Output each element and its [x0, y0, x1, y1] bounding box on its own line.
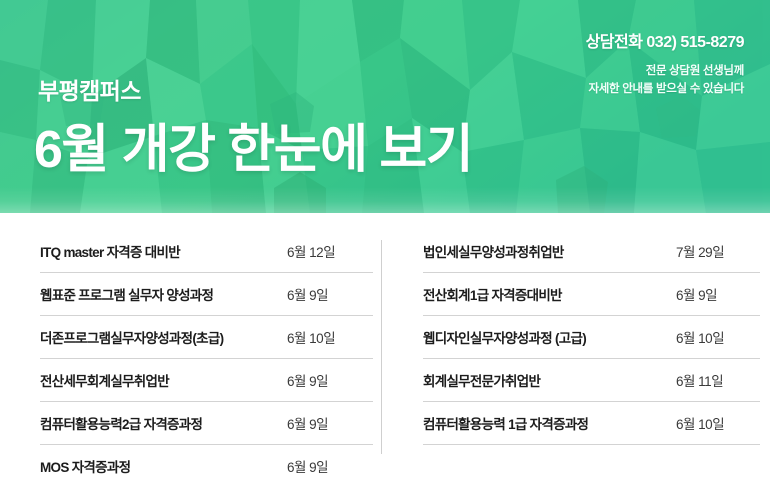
course-name: 회계실무전문가취업반 [423, 374, 541, 389]
polygon-background-pattern [0, 0, 770, 213]
course-start-date: 6월 10일 [676, 417, 725, 432]
course-name: 전산회계1급 자격증대비반 [423, 288, 562, 303]
table-row[interactable]: 더존프로그램실무자양성과정(초급) 6월 10일 [40, 316, 373, 359]
course-start-date: 6월 9일 [287, 460, 329, 475]
course-name: MOS 자격증과정 [40, 460, 131, 475]
contact-subtext: 전문 상담원 선생님께 자세한 안내를 받으실 수 있습니다 [586, 63, 745, 99]
course-name: 법인세실무양성과정취업반 [423, 245, 564, 260]
headline-month: 6월 [34, 121, 109, 179]
course-name: 컴퓨터활용능력2급 자격증과정 [40, 417, 203, 432]
table-row[interactable]: 전산회계1급 자격증대비반 6월 9일 [423, 273, 760, 316]
course-name: ITQ master 자격증 대비반 [40, 245, 181, 260]
table-row[interactable]: 회계실무전문가취업반 6월 11일 [423, 359, 760, 402]
column-divider [381, 240, 382, 454]
course-start-date: 6월 9일 [287, 417, 329, 432]
course-start-date: 6월 9일 [287, 288, 329, 303]
table-row[interactable]: 웹디자인실무자양성과정 (고급) 6월 10일 [423, 316, 760, 359]
course-start-date: 6월 10일 [287, 331, 336, 346]
hero-banner: 부평캠퍼스 6월 개강 한눈에 보기 상담전화 032) 515-8279 전문 … [0, 0, 770, 213]
course-start-date: 7월 29일 [676, 245, 725, 260]
course-schedule-table: ITQ master 자격증 대비반 6월 12일 웹표준 프로그램 실무자 양… [0, 213, 770, 500]
course-start-date: 6월 12일 [287, 245, 336, 260]
schedule-column-right: 법인세실무양성과정취업반 7월 29일 전산회계1급 자격증대비반 6월 9일 … [385, 213, 770, 500]
course-start-date: 6월 9일 [676, 288, 718, 303]
course-start-date: 6월 11일 [676, 374, 724, 389]
table-row[interactable]: 웹표준 프로그램 실무자 양성과정 6월 9일 [40, 273, 373, 316]
table-row[interactable]: 컴퓨터활용능력2급 자격증과정 6월 9일 [40, 402, 373, 445]
course-start-date: 6월 10일 [676, 331, 725, 346]
course-name: 웹표준 프로그램 실무자 양성과정 [40, 288, 214, 303]
course-start-date: 6월 9일 [287, 374, 329, 389]
table-row[interactable]: 법인세실무양성과정취업반 7월 29일 [423, 230, 760, 273]
course-name: 전산세무회계실무취업반 [40, 374, 170, 389]
table-row[interactable]: 전산세무회계실무취업반 6월 9일 [40, 359, 373, 402]
hero-text-layer: 부평캠퍼스 6월 개강 한눈에 보기 상담전화 032) 515-8279 전문 … [0, 0, 770, 213]
contact-subtext-line2: 자세한 안내를 받으실 수 있습니다 [588, 83, 745, 95]
course-name: 컴퓨터활용능력 1급 자격증과정 [423, 417, 589, 432]
table-row-empty [423, 445, 760, 487]
table-row[interactable]: ITQ master 자격증 대비반 6월 12일 [40, 230, 373, 273]
table-row[interactable]: 컴퓨터활용능력 1급 자격증과정 6월 10일 [423, 402, 760, 445]
schedule-columns: ITQ master 자격증 대비반 6월 12일 웹표준 프로그램 실무자 양… [0, 213, 770, 500]
contact-block: 상담전화 032) 515-8279 전문 상담원 선생님께 자세한 안내를 받… [585, 33, 745, 99]
table-row[interactable]: MOS 자격증과정 6월 9일 [40, 445, 373, 487]
course-name: 더존프로그램실무자양성과정(초급) [40, 331, 224, 346]
course-name: 웹디자인실무자양성과정 (고급) [423, 331, 587, 346]
schedule-column-left: ITQ master 자격증 대비반 6월 12일 웹표준 프로그램 실무자 양… [0, 213, 385, 500]
contact-phone-number[interactable]: 상담전화 032) 515-8279 [585, 34, 745, 51]
page-title: 6월 개강 한눈에 보기 [34, 121, 474, 179]
contact-subtext-line1: 전문 상담원 선생님께 [645, 65, 745, 78]
headline-rest: 개강 한눈에 보기 [121, 121, 474, 179]
campus-name: 부평캠퍼스 [38, 78, 141, 104]
